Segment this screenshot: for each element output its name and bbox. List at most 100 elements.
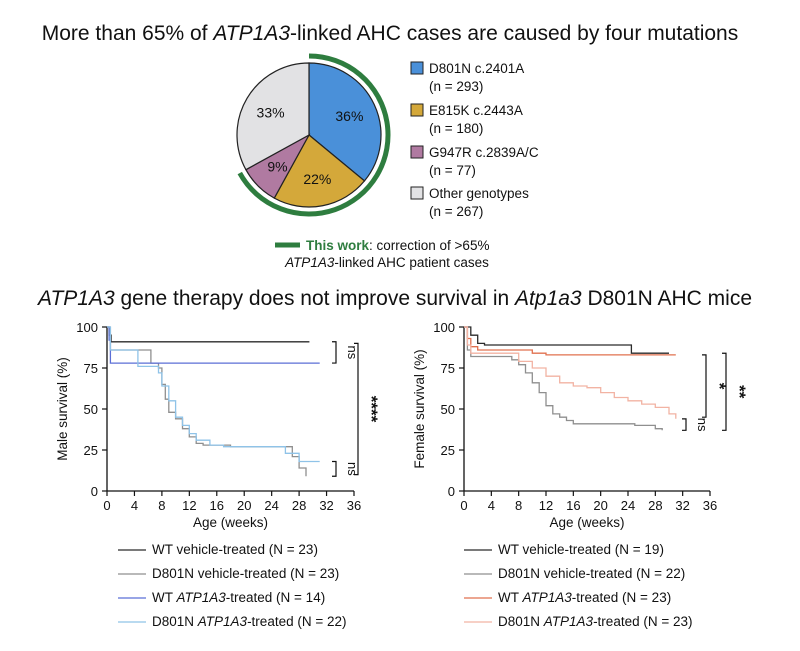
x-tick-label: 28 (292, 498, 306, 513)
sig-bracket (722, 352, 727, 431)
x-tick-label: 12 (182, 498, 196, 513)
legend-label-gene: ATP1A3 (176, 590, 227, 605)
legend-label: D801N vehicle-treated (N = 22) (498, 566, 685, 581)
pie-legend-label: D801N c.2401A (429, 61, 524, 76)
pie-slice-label: 22% (303, 171, 331, 187)
x-tick-label: 36 (347, 498, 361, 513)
x-tick-label: 24 (621, 498, 635, 513)
x-tick-label: 24 (264, 498, 278, 513)
pie-legend-count: (n = 293) (429, 79, 483, 94)
x-tick-label: 12 (539, 498, 553, 513)
survival-curve (464, 326, 677, 419)
pie-slice-label: 36% (335, 108, 363, 124)
legend-label-part: WT (498, 590, 523, 605)
legend-label-part: -treated (N = 23) (593, 614, 692, 629)
y-axis-label: Female survival (%) (412, 349, 427, 468)
x-tick-label: 36 (703, 498, 717, 513)
pie-slice (308, 62, 382, 182)
this-work-note: This work: correction of >65% ATP1A3-lin… (275, 238, 489, 270)
male-survival-chart: 0 4 8 12 16 20 24 28 32 36 0 25 50 75 100 Age (weeks) Ma… (55, 320, 381, 530)
sig-label: **** (362, 396, 381, 423)
survival-curve (107, 326, 320, 364)
sig-label: ns (695, 418, 710, 432)
x-axis-label: Age (weeks) (193, 515, 268, 530)
survival-curve (464, 326, 669, 354)
top-title: More than 65% of ATP1A3-linked AHC cases… (42, 22, 738, 45)
pie-legend-count: (n = 180) (429, 121, 483, 136)
legend-label-part: -treated (N = 23) (572, 590, 671, 605)
pie-legend-swatch (410, 103, 424, 117)
sig-label: ns (345, 346, 360, 360)
legend-label-gene: ATP1A3 (197, 614, 248, 629)
y-tick-label: 50 (441, 402, 455, 417)
legend-label-part: D801N (152, 614, 198, 629)
this-work-text-line2: ATP1A3-linked AHC patient cases (284, 255, 489, 270)
legend-label-gene: ATP1A3 (522, 590, 573, 605)
y-axis-label: Male survival (%) (55, 357, 70, 461)
x-tick-label: 20 (593, 498, 607, 513)
y-tick-label: 75 (84, 361, 98, 376)
pie-legend-swatch (410, 145, 424, 159)
legend-label-part: -treated (N = 22) (247, 614, 346, 629)
sig-label: ns (345, 462, 360, 476)
legend-label-part: D801N vehicle-treated (N = 22) (498, 566, 685, 581)
y-tick-label: 25 (441, 443, 455, 458)
pie-legend-label: Other genotypes (429, 186, 529, 201)
x-tick-label: 28 (648, 498, 662, 513)
x-tick-label: 16 (566, 498, 580, 513)
legend-label-part: D801N (498, 614, 544, 629)
survival-curve (107, 326, 320, 463)
x-tick-label: 32 (675, 498, 689, 513)
pie-legend-swatch (410, 186, 424, 200)
legend-label: WT vehicle-treated (N = 23) (152, 542, 318, 557)
sig-bracket (332, 460, 337, 477)
legend-label: D801N ATP1A3-treated (N = 23) (498, 614, 692, 629)
legend-label: WT vehicle-treated (N = 19) (498, 542, 664, 557)
sig-bracket (702, 354, 707, 418)
legend-label: WT ATP1A3-treated (N = 23) (498, 590, 671, 605)
pie-slice (273, 134, 366, 208)
y-tick-label: 100 (433, 320, 455, 335)
legend-label-part: WT (152, 590, 177, 605)
y-tick-label: 75 (441, 361, 455, 376)
x-tick-label: 16 (210, 498, 224, 513)
female-survival-chart: 0 4 8 12 16 20 24 28 32 36 0 25 50 75 100 Age (weeks) Fe… (412, 320, 749, 530)
survival-curve (464, 326, 663, 431)
x-tick-label: 0 (460, 498, 467, 513)
legend-label: D801N ATP1A3-treated (N = 22) (152, 614, 346, 629)
pie-slice-label: 9% (267, 159, 287, 175)
x-tick-label: 8 (515, 498, 522, 513)
sig-bracket (682, 418, 687, 431)
survival-curve (107, 326, 310, 343)
y-tick-label: 0 (448, 484, 455, 499)
pie-legend: D801N c.2401A (n = 293) E815K c.2443A (n = … (410, 61, 539, 219)
bottom-title: ATP1A3 gene therapy does not improve sur… (36, 287, 752, 310)
x-tick-label: 8 (158, 498, 165, 513)
x-axis-label: Age (weeks) (549, 515, 624, 530)
x-tick-label: 4 (488, 498, 495, 513)
x-tick-label: 0 (103, 498, 110, 513)
sig-bracket (354, 342, 359, 476)
y-tick-label: 0 (91, 484, 98, 499)
this-work-text: This work: correction of >65% (306, 238, 489, 253)
pie-slice-label: 33% (257, 104, 285, 120)
pie-chart: 36% 22% 9% 33% (236, 53, 391, 217)
y-tick-label: 50 (84, 402, 98, 417)
pie-legend-swatch (410, 61, 424, 75)
legend-label-part: -treated (N = 14) (226, 590, 325, 605)
female-legend: WT vehicle-treated (N = 19) D801N vehicle… (464, 542, 692, 629)
sig-label: * (710, 383, 729, 390)
survival-curve (464, 326, 676, 356)
x-tick-label: 20 (237, 498, 251, 513)
y-tick-label: 100 (76, 320, 98, 335)
pie-legend-count: (n = 267) (429, 204, 483, 219)
x-tick-label: 4 (131, 498, 138, 513)
sig-label: ** (730, 385, 749, 399)
legend-label-part: WT vehicle-treated (N = 23) (152, 542, 318, 557)
legend-label-part: WT vehicle-treated (N = 19) (498, 542, 664, 557)
x-tick-label: 32 (319, 498, 333, 513)
sig-bracket (332, 341, 337, 364)
male-legend: WT vehicle-treated (N = 23) D801N vehicle… (118, 542, 346, 629)
pie-slice (236, 62, 310, 171)
